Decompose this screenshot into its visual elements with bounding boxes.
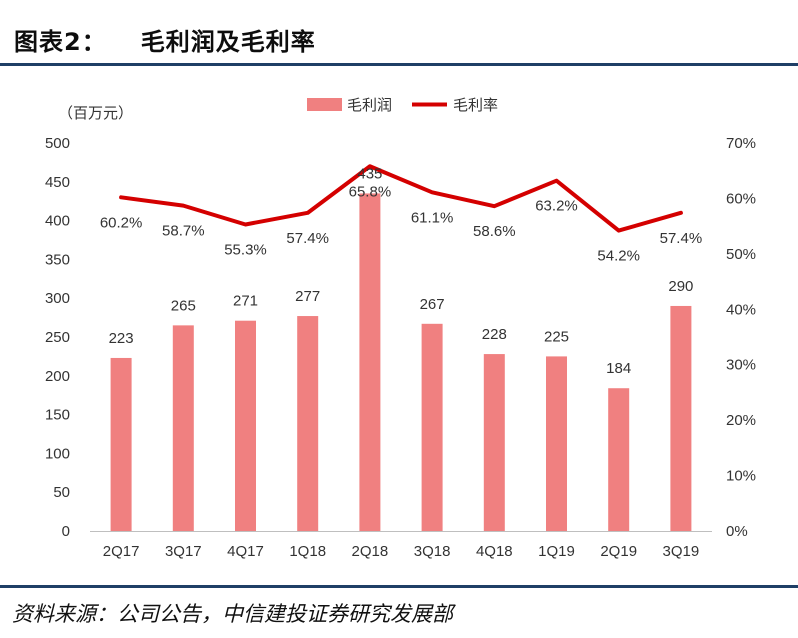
- left-axis-tick-label: 500: [45, 135, 70, 152]
- bar: [235, 320, 256, 531]
- left-axis-tick-label: 450: [45, 174, 70, 191]
- source-note: 资料来源：公司公告，中信建投证券研究发展部: [12, 602, 453, 626]
- x-axis-tick-label: 1Q19: [538, 543, 575, 560]
- figure-label: 图表2：: [14, 28, 107, 56]
- bar-value-label: 228: [482, 326, 507, 343]
- bar-value-label: 271: [233, 293, 258, 310]
- bar-value-label: 225: [544, 328, 569, 345]
- bar-value-label: 277: [295, 288, 320, 305]
- y-axis-unit-label: （百万元）: [58, 105, 133, 122]
- bar-value-label: 435: [357, 165, 382, 182]
- x-axis-tick-label: 4Q17: [227, 543, 264, 560]
- x-axis-tick-label: 2Q18: [352, 543, 389, 560]
- right-axis-tick-label: 0%: [726, 523, 748, 540]
- bar-value-label: 267: [420, 296, 445, 313]
- bar-value-label: 265: [171, 297, 196, 314]
- right-axis-tick-label: 70%: [726, 135, 756, 152]
- left-axis-tick-label: 250: [45, 329, 70, 346]
- left-axis-tick-label: 200: [45, 368, 70, 385]
- line-value-label: 55.3%: [224, 241, 267, 258]
- line-value-label: 57.4%: [660, 230, 703, 247]
- bar: [359, 193, 381, 531]
- bar: [297, 316, 319, 531]
- right-axis-tick-label: 30%: [726, 357, 756, 374]
- left-axis-tick-label: 50: [53, 484, 70, 501]
- bar: [172, 325, 194, 531]
- source-divider: [0, 585, 798, 588]
- bar-value-label: 184: [606, 360, 631, 377]
- bar: [608, 388, 630, 531]
- left-axis-tick-label: 150: [45, 407, 70, 424]
- figure-title-text: 毛利润及毛利率: [140, 28, 316, 56]
- line-value-label: 58.6%: [473, 223, 516, 240]
- x-axis-tick-label: 4Q18: [476, 543, 513, 560]
- line-value-label: 57.4%: [286, 230, 329, 247]
- left-axis-tick-label: 400: [45, 213, 70, 230]
- legend-bar-swatch: [307, 98, 342, 111]
- right-axis-tick-label: 50%: [726, 246, 756, 263]
- line-value-label: 58.7%: [162, 223, 205, 240]
- title-divider: [0, 63, 798, 66]
- x-axis-tick-label: 2Q19: [600, 543, 637, 560]
- line-value-label: 60.2%: [100, 214, 143, 231]
- line-series: [119, 164, 683, 233]
- bar-value-label: 223: [109, 330, 134, 347]
- right-axis-tick-label: 20%: [726, 412, 756, 429]
- figure-title: 图表2： 毛利润及毛利率: [14, 22, 316, 57]
- right-axis-tick-label: 10%: [726, 468, 756, 485]
- bar: [110, 357, 132, 531]
- left-axis-tick-label: 350: [45, 251, 70, 268]
- line-value-label: 61.1%: [411, 209, 454, 226]
- x-axis-tick-label: 3Q17: [165, 543, 202, 560]
- line-value-label: 54.2%: [597, 248, 640, 265]
- legend-bar-label: 毛利润: [347, 97, 392, 114]
- x-axis-tick-label: 2Q17: [103, 543, 140, 560]
- left-axis-tick-label: 100: [45, 445, 70, 462]
- bar: [546, 356, 567, 531]
- x-axis-tick-label: 3Q19: [663, 543, 700, 560]
- bar: [670, 305, 692, 531]
- legend-line-label: 毛利率: [453, 97, 498, 114]
- left-axis-tick-label: 0: [62, 523, 70, 540]
- line-value-label: 65.8%: [349, 183, 392, 200]
- line-value-label: 63.2%: [535, 198, 578, 215]
- left-axis-tick-label: 300: [45, 290, 70, 307]
- bar-value-label: 290: [668, 278, 693, 295]
- bar: [483, 354, 505, 531]
- right-axis-tick-label: 60%: [726, 190, 756, 207]
- x-axis-tick-label: 1Q18: [289, 543, 326, 560]
- bar: [421, 323, 443, 531]
- right-axis-tick-label: 40%: [726, 301, 756, 318]
- x-axis-tick-label: 3Q18: [414, 543, 451, 560]
